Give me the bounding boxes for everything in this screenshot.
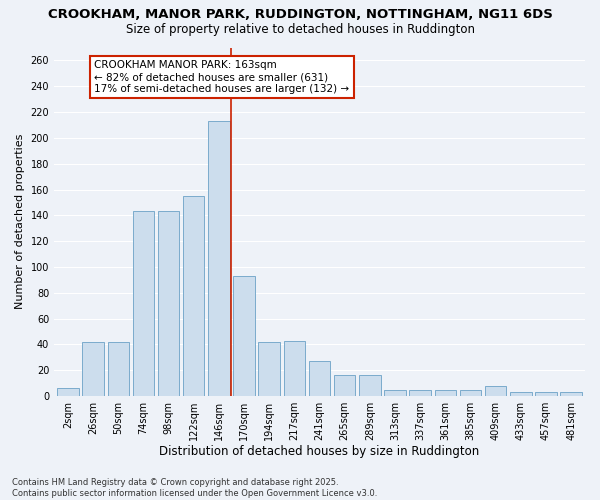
Bar [183, 196, 205, 396]
Bar [359, 376, 380, 396]
Text: CROOKHAM, MANOR PARK, RUDDINGTON, NOTTINGHAM, NG11 6DS: CROOKHAM, MANOR PARK, RUDDINGTON, NOTTIN… [47, 8, 553, 20]
Text: Contains HM Land Registry data © Crown copyright and database right 2025.
Contai: Contains HM Land Registry data © Crown c… [12, 478, 377, 498]
X-axis label: Distribution of detached houses by size in Ruddington: Distribution of detached houses by size … [160, 444, 479, 458]
Bar [57, 388, 79, 396]
Bar [485, 386, 506, 396]
Text: CROOKHAM MANOR PARK: 163sqm
← 82% of detached houses are smaller (631)
17% of se: CROOKHAM MANOR PARK: 163sqm ← 82% of det… [94, 60, 349, 94]
Bar [334, 376, 355, 396]
Bar [409, 390, 431, 396]
Bar [510, 392, 532, 396]
Bar [158, 212, 179, 396]
Bar [259, 342, 280, 396]
Bar [460, 390, 481, 396]
Text: Size of property relative to detached houses in Ruddington: Size of property relative to detached ho… [125, 22, 475, 36]
Bar [535, 392, 557, 396]
Bar [560, 392, 582, 396]
Bar [434, 390, 456, 396]
Y-axis label: Number of detached properties: Number of detached properties [15, 134, 25, 310]
Bar [107, 342, 129, 396]
Bar [233, 276, 255, 396]
Bar [133, 212, 154, 396]
Bar [309, 361, 330, 396]
Bar [385, 390, 406, 396]
Bar [208, 121, 230, 396]
Bar [284, 340, 305, 396]
Bar [82, 342, 104, 396]
